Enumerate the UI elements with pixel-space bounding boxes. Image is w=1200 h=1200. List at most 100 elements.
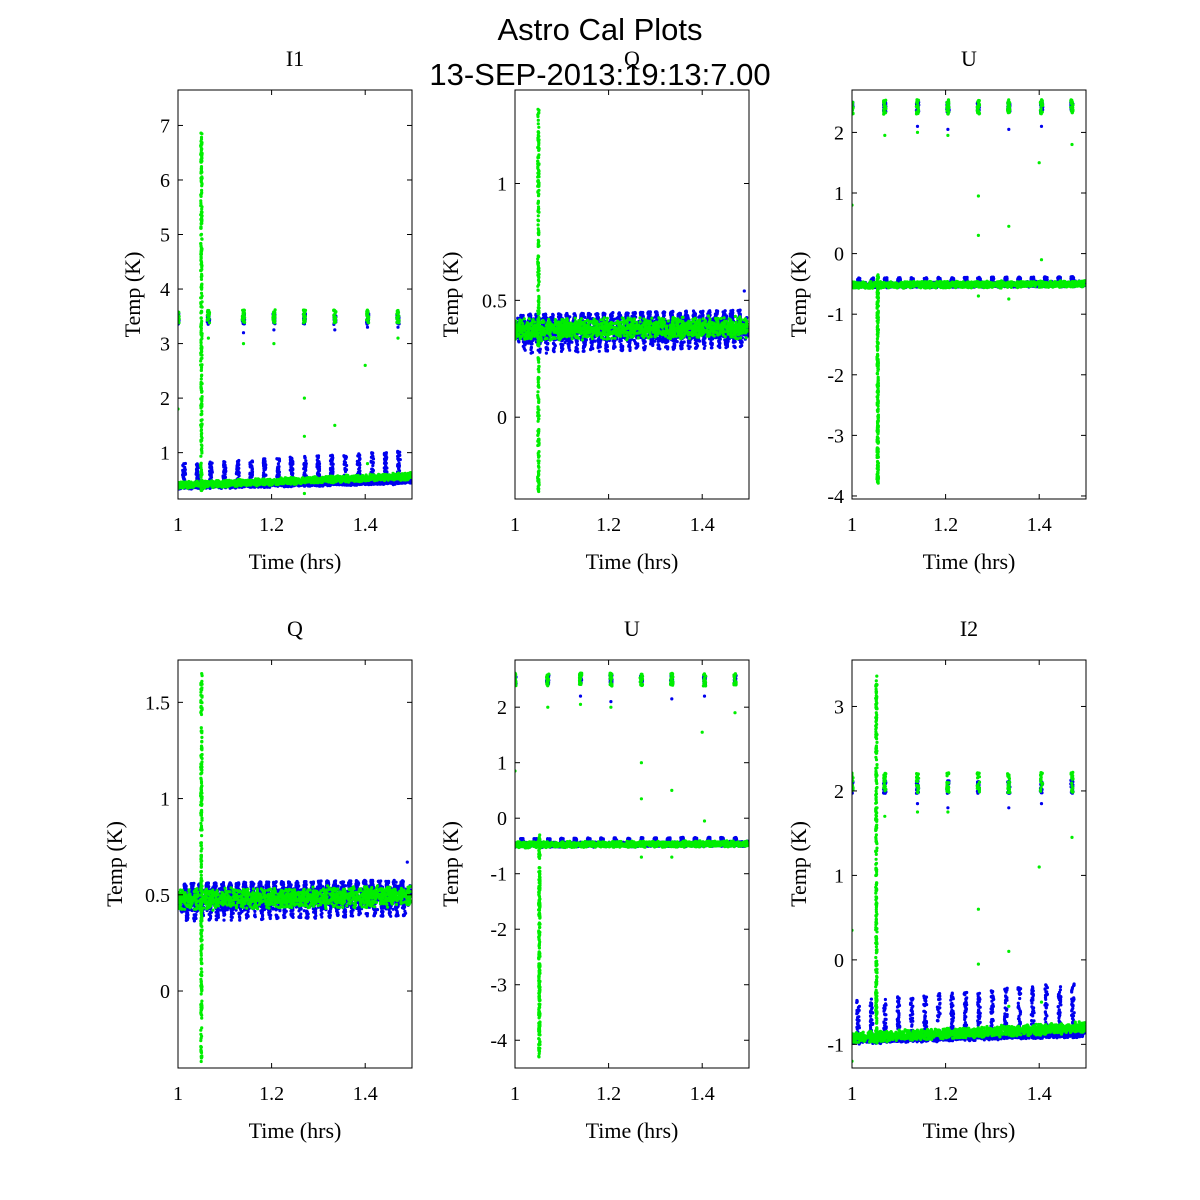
data-point-green <box>366 309 370 313</box>
data-point-blue <box>262 464 266 468</box>
data-point-green <box>333 476 337 480</box>
data-point-green <box>384 477 388 481</box>
data-point-blue <box>382 453 386 457</box>
data-point-green <box>396 336 400 340</box>
data-point-green <box>397 314 401 318</box>
data-point-green <box>200 334 204 338</box>
data-point-green <box>200 451 204 455</box>
data-point-green <box>199 366 204 370</box>
data-point-green <box>199 359 203 363</box>
data-point-green <box>207 321 212 325</box>
data-point-green <box>265 479 270 483</box>
data-point-green <box>348 476 352 480</box>
data-point-green <box>403 476 407 480</box>
data-point-green <box>302 434 306 438</box>
data-point-green <box>199 380 203 384</box>
data-point-blue <box>317 468 321 472</box>
data-point-blue <box>316 456 320 460</box>
data-point-green <box>318 478 322 482</box>
data-point-green <box>199 256 203 260</box>
data-point-blue <box>276 462 280 466</box>
data-point-green <box>199 302 203 306</box>
data-point-blue <box>563 340 567 345</box>
data-point-green <box>199 226 203 230</box>
data-point-blue <box>381 482 386 486</box>
data-point-green <box>377 472 381 476</box>
y-tick-label: 7 <box>160 115 170 137</box>
data-point-green <box>199 277 204 281</box>
y-axis-label: Temp (K) <box>120 252 145 338</box>
data-point-blue <box>408 480 412 484</box>
data-point-blue <box>249 473 253 477</box>
data-point-green <box>190 485 194 489</box>
data-point-green <box>344 476 349 480</box>
data-point-green <box>241 342 246 346</box>
data-point-blue <box>183 461 187 466</box>
data-point-green <box>199 305 203 309</box>
data-point-blue <box>237 470 241 475</box>
data-point-blue <box>401 480 405 484</box>
data-point-green <box>242 308 246 312</box>
data-point-green <box>273 315 277 319</box>
data-point-green <box>200 211 204 215</box>
data-point-blue <box>329 457 333 462</box>
data-point-green <box>199 316 203 320</box>
data-point-green <box>199 443 203 447</box>
data-point-blue <box>396 462 400 467</box>
data-point-blue <box>182 476 186 480</box>
data-point-green <box>200 237 204 241</box>
data-point-green <box>302 396 306 400</box>
data-point-green <box>199 465 203 470</box>
data-point-blue <box>321 483 325 487</box>
data-point-green <box>396 318 400 322</box>
data-point-blue <box>375 482 380 486</box>
data-point-green <box>220 482 224 486</box>
data-point-blue <box>221 474 225 478</box>
data-point-green <box>259 480 263 484</box>
data-point-blue <box>208 471 212 475</box>
data-point-green <box>302 321 306 325</box>
data-point-green <box>195 482 199 486</box>
data-point-green <box>199 454 203 458</box>
data-point-blue <box>365 325 370 329</box>
data-point-blue <box>259 485 263 489</box>
data-point-green <box>331 481 335 485</box>
data-point-blue <box>250 459 254 463</box>
data-point-green <box>333 319 337 323</box>
data-point-green <box>407 475 411 479</box>
data-point-green <box>207 317 211 321</box>
data-point-green <box>237 481 241 485</box>
data-point-blue <box>183 472 188 476</box>
data-point-blue <box>394 481 398 485</box>
data-point-green <box>323 475 327 479</box>
data-point-blue <box>330 454 335 458</box>
data-point-green <box>200 356 204 360</box>
data-point-green <box>199 244 203 248</box>
data-point-green <box>199 338 203 342</box>
data-point-green <box>199 323 203 327</box>
data-point-green <box>301 476 305 480</box>
data-point-blue <box>526 341 530 345</box>
data-point-blue <box>324 482 328 486</box>
data-point-green <box>199 343 203 348</box>
data-point-green <box>249 479 253 483</box>
data-point-green <box>333 423 337 427</box>
data-point-blue <box>276 465 280 469</box>
data-point-green <box>396 310 400 314</box>
data-point-green <box>243 479 247 483</box>
data-point-green <box>269 482 273 486</box>
data-point-green <box>311 479 315 483</box>
data-point-green <box>363 476 367 480</box>
data-point-green <box>187 485 191 489</box>
data-point-blue <box>328 471 333 475</box>
data-point-blue <box>263 467 267 471</box>
data-point-green <box>290 476 294 480</box>
data-point-green <box>200 264 204 268</box>
data-point-green <box>200 480 204 484</box>
data-point-green <box>199 363 203 367</box>
y-tick-label: 4 <box>160 279 170 301</box>
data-point-blue <box>370 451 374 455</box>
data-point-green <box>255 477 259 481</box>
data-point-green <box>199 429 203 433</box>
